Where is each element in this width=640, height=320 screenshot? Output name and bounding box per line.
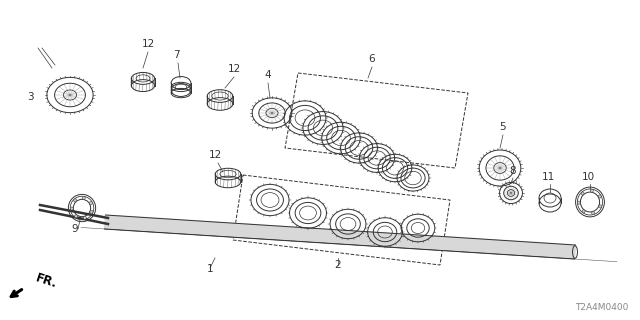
Text: 12: 12 [209, 150, 221, 160]
Ellipse shape [582, 210, 585, 213]
Text: 9: 9 [72, 224, 78, 234]
Ellipse shape [591, 212, 595, 215]
Text: 4: 4 [265, 70, 271, 80]
Text: 8: 8 [509, 166, 516, 176]
Text: 12: 12 [227, 64, 241, 74]
Ellipse shape [598, 195, 601, 198]
Text: 10: 10 [581, 172, 595, 182]
Text: 1: 1 [207, 264, 213, 274]
Text: T2A4M0400: T2A4M0400 [575, 303, 628, 312]
Ellipse shape [74, 199, 77, 202]
Ellipse shape [74, 215, 77, 218]
Ellipse shape [590, 189, 593, 192]
Text: 7: 7 [173, 50, 179, 60]
Text: 12: 12 [141, 39, 155, 49]
Ellipse shape [90, 210, 93, 213]
Ellipse shape [83, 216, 86, 220]
Text: 3: 3 [27, 92, 33, 102]
Text: FR.: FR. [34, 272, 59, 291]
Ellipse shape [581, 192, 584, 195]
Ellipse shape [70, 207, 74, 210]
Text: 5: 5 [500, 122, 506, 132]
Text: 11: 11 [541, 172, 555, 182]
Ellipse shape [599, 205, 602, 208]
Polygon shape [104, 215, 575, 259]
Text: 6: 6 [369, 54, 375, 64]
Ellipse shape [82, 196, 85, 199]
Ellipse shape [577, 201, 580, 204]
Ellipse shape [90, 202, 93, 204]
Text: 2: 2 [335, 260, 341, 270]
